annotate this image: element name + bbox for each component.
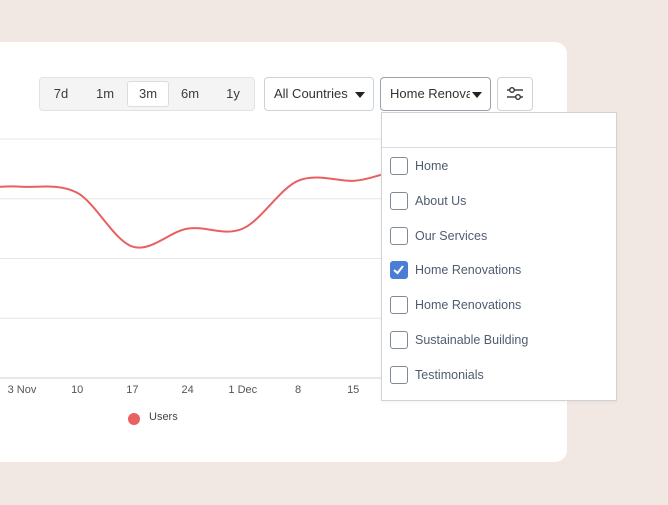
option-checkbox[interactable] (390, 296, 408, 315)
x-tick-label: 15 (347, 384, 359, 396)
dropdown-option[interactable]: Sustainable Building (390, 328, 610, 352)
option-checkbox[interactable] (390, 331, 408, 349)
x-tick-label: 8 (295, 384, 301, 396)
range-3m-button[interactable]: 3m (127, 81, 169, 107)
x-tick-label: 10 (71, 384, 83, 396)
range-1m-button[interactable]: 1m (95, 86, 115, 101)
page-filter-dropdown: Home About Us Our Services Home Renovations… (381, 112, 617, 401)
page-select[interactable]: Home Renovat (380, 77, 491, 111)
option-checkbox[interactable] (390, 365, 408, 384)
x-tick-label: 1 Dec (228, 384, 257, 396)
dropdown-option[interactable]: Home Renovations (390, 258, 610, 282)
dropdown-option[interactable]: About Us (390, 189, 610, 213)
x-tick-label: 17 (126, 384, 138, 396)
option-label: Our Services (415, 228, 488, 243)
caret-down-icon (472, 92, 482, 98)
country-select[interactable]: All Countries (264, 77, 374, 111)
dropdown-option[interactable]: Home (390, 154, 610, 178)
option-checkbox[interactable] (390, 191, 408, 210)
option-label: Sustainable Building (415, 333, 529, 347)
x-tick-label: 3 Nov (8, 384, 37, 396)
time-range-group: 7d 1m 3m 6m 1y (39, 77, 255, 111)
option-checkbox[interactable] (390, 226, 408, 245)
filter-settings-button[interactable] (497, 77, 533, 111)
option-label: Home Renovations (415, 298, 522, 313)
option-label: About Us (415, 193, 467, 208)
dropdown-option[interactable]: Testimonials (390, 363, 610, 387)
sliders-icon (507, 86, 523, 101)
check-icon (393, 265, 404, 275)
option-label: Home (415, 159, 449, 173)
chart-grid (0, 138, 381, 379)
legend-users-marker (128, 413, 140, 425)
range-1y-button[interactable]: 1y (226, 86, 240, 101)
caret-down-icon (355, 92, 365, 98)
x-axis-ticks: 3 Nov 10 17 24 1 Dec 8 15 (8, 384, 360, 396)
legend-users-label: Users (149, 411, 178, 423)
dropdown-search-input[interactable] (382, 113, 616, 148)
x-tick-label: 24 (181, 384, 193, 396)
option-checkbox[interactable] (390, 261, 408, 280)
dropdown-option[interactable]: Home Renovations (390, 293, 610, 317)
option-checkbox[interactable] (390, 157, 408, 175)
dropdown-option[interactable]: Our Services (390, 224, 610, 248)
users-series-line (0, 173, 382, 249)
page-select-value: Home Renovat (390, 86, 470, 101)
country-select-value: All Countries (274, 86, 348, 101)
option-label: Testimonials (415, 367, 484, 382)
range-6m-button[interactable]: 6m (180, 86, 200, 101)
option-label: Home Renovations (415, 263, 522, 278)
range-7d-button[interactable]: 7d (53, 86, 69, 101)
